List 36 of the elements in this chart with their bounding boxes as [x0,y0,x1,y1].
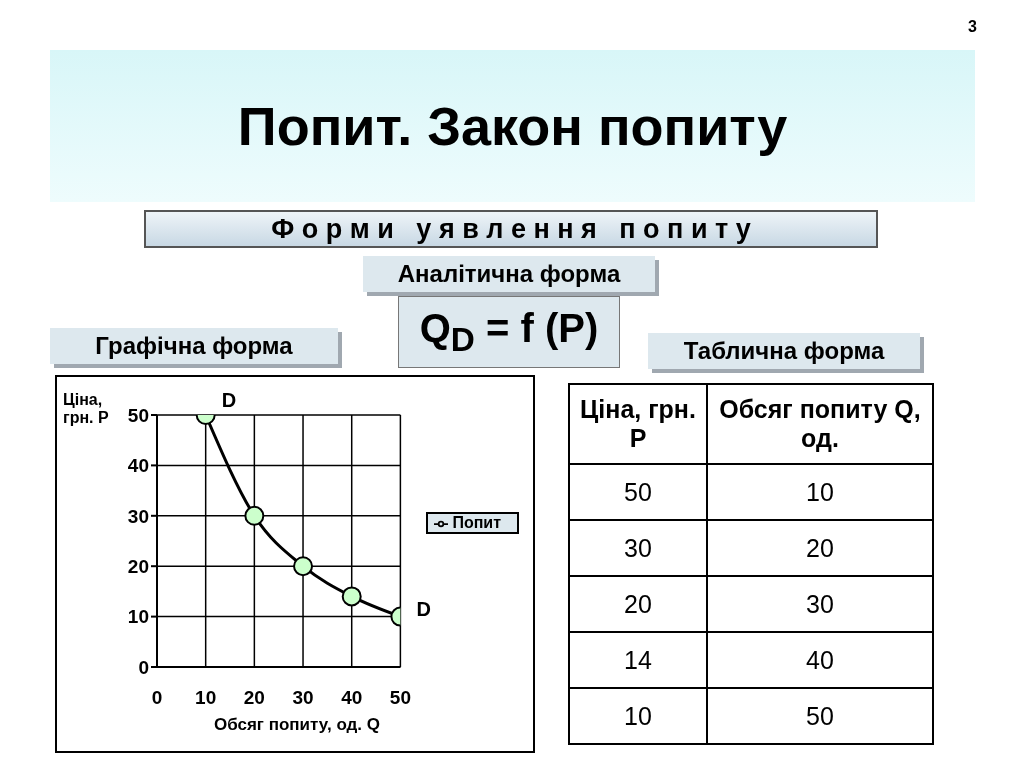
text: Ф о р м и у я в л е н н я п о п и т у [271,213,751,245]
text: Таблична форма [683,337,885,365]
legend-label: Попит [452,514,501,531]
x-tick-label: 50 [389,687,411,709]
text: 30 [806,589,834,618]
y-axis-title: Ціна, грн. P [63,391,109,426]
text: 3 [968,18,977,35]
y-tick-label: 30 [127,505,149,527]
x-tick-label: 20 [243,687,265,709]
x-tick-label: 10 [195,687,217,709]
x-tick-label: 30 [292,687,314,709]
y-tick-label: 50 [127,404,149,426]
text: 50 [624,477,652,506]
text: 20 [806,533,834,562]
point [293,556,314,577]
text: Попит. Закон попиту [237,95,788,157]
text: 20 [624,589,652,618]
text: Q$_{D}$ = f (P) [419,305,599,359]
annotation: D [416,597,431,620]
text: 40 [806,645,834,674]
text: 30 [624,533,652,562]
text: Аналітична форма [397,260,621,288]
annotation: D [221,389,237,412]
text: Обсяг попиту Q, од. [719,395,921,452]
y-tick-label: 10 [127,606,149,628]
text: Ціна, грн. P [580,395,696,452]
x-tick-label: 40 [341,687,363,709]
x-axis-title: Обсяг попиту, од. Q [213,715,381,734]
text: 14 [624,645,652,674]
y-tick-label: 0 [138,656,149,678]
y-tick-label: 40 [127,455,149,477]
text: Графічна форма [95,332,293,360]
text: 10 [806,477,834,506]
y-tick-label: 20 [127,555,149,577]
x-tick-label: 0 [151,687,163,709]
point [341,586,362,607]
